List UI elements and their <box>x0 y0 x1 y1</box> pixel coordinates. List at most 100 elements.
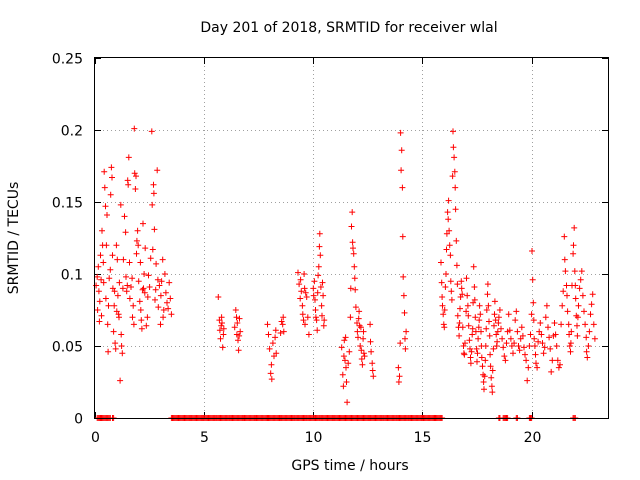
y-tick-label: 0.15 <box>52 196 83 212</box>
data-point <box>357 343 364 349</box>
data-point <box>400 292 407 299</box>
data-point <box>476 302 483 309</box>
chart-title: Day 201 of 2018, SRMTID for receiver wla… <box>200 20 497 36</box>
data-point <box>489 389 496 396</box>
y-axis-label: SRMTID / TECUs <box>6 182 22 295</box>
data-point <box>159 256 166 263</box>
data-point <box>98 312 105 319</box>
data-point <box>126 259 133 266</box>
data-point <box>526 343 533 349</box>
data-point <box>137 307 144 313</box>
data-point <box>469 331 476 338</box>
y-tick-label: 0.05 <box>52 340 83 356</box>
data-point <box>342 334 349 341</box>
data-point <box>160 314 167 321</box>
data-point <box>535 338 542 345</box>
data-point <box>449 173 456 180</box>
data-point <box>305 331 312 338</box>
data-point <box>545 324 551 331</box>
data-point <box>217 335 224 342</box>
data-point <box>479 363 486 370</box>
data-point <box>319 312 325 319</box>
y-tick-label: 0.2 <box>61 124 83 140</box>
data-point <box>236 332 243 339</box>
data-point <box>486 318 492 325</box>
data-point <box>494 328 501 335</box>
data-point <box>589 291 596 298</box>
data-point <box>562 268 569 275</box>
data-point <box>482 357 489 364</box>
data-point <box>398 147 405 154</box>
data-point <box>467 360 474 367</box>
data-point <box>576 285 583 292</box>
data-point <box>131 125 138 132</box>
data-point <box>452 206 459 213</box>
data-point <box>501 353 508 360</box>
data-point <box>165 305 172 312</box>
data-point <box>583 348 590 355</box>
data-point <box>134 227 141 234</box>
data-points <box>93 125 598 421</box>
data-point <box>310 292 317 299</box>
data-point <box>403 328 410 335</box>
data-point <box>218 322 225 329</box>
data-point <box>531 343 538 349</box>
data-point <box>114 256 121 263</box>
data-point <box>144 314 151 321</box>
data-point <box>341 337 348 344</box>
data-point <box>141 289 148 296</box>
data-point <box>401 309 408 316</box>
data-point <box>313 317 320 324</box>
data-point <box>149 201 156 208</box>
data-point <box>514 328 521 335</box>
data-point <box>552 331 559 338</box>
data-point <box>584 354 591 361</box>
data-point <box>481 386 487 393</box>
data-point <box>107 191 114 198</box>
data-point <box>524 377 531 384</box>
y-tick-label: 0.1 <box>61 268 83 284</box>
data-point <box>296 281 303 288</box>
data-point <box>513 308 520 315</box>
data-point <box>218 314 225 321</box>
data-point <box>113 242 120 249</box>
data-point <box>151 226 158 233</box>
data-point <box>529 248 535 254</box>
data-point <box>561 256 568 263</box>
data-point <box>94 307 101 313</box>
data-point <box>220 331 227 338</box>
data-point <box>316 243 323 250</box>
data-point <box>478 354 485 361</box>
data-point <box>570 242 577 249</box>
data-point <box>96 318 103 325</box>
axis-ticks <box>95 58 608 419</box>
data-point <box>148 128 155 135</box>
data-point <box>567 348 574 355</box>
data-point <box>111 302 118 309</box>
data-point <box>121 213 128 220</box>
data-point <box>340 353 347 360</box>
data-point <box>499 335 506 342</box>
data-point <box>549 357 556 364</box>
data-point <box>453 237 460 244</box>
data-point <box>484 281 491 288</box>
data-point <box>548 368 555 375</box>
data-point <box>303 294 310 300</box>
data-point <box>355 315 362 322</box>
data-point <box>101 168 108 175</box>
data-point <box>315 263 322 270</box>
data-point <box>136 298 143 305</box>
data-point <box>554 357 561 364</box>
data-point <box>531 335 538 342</box>
data-point <box>579 292 586 299</box>
data-point <box>299 311 306 318</box>
data-point <box>143 322 150 329</box>
data-point <box>368 348 375 355</box>
data-point <box>465 312 472 319</box>
data-point <box>367 338 374 345</box>
data-point <box>133 250 140 257</box>
data-point <box>458 285 465 292</box>
data-point <box>360 335 367 342</box>
data-point <box>475 324 482 331</box>
data-point <box>359 361 366 368</box>
